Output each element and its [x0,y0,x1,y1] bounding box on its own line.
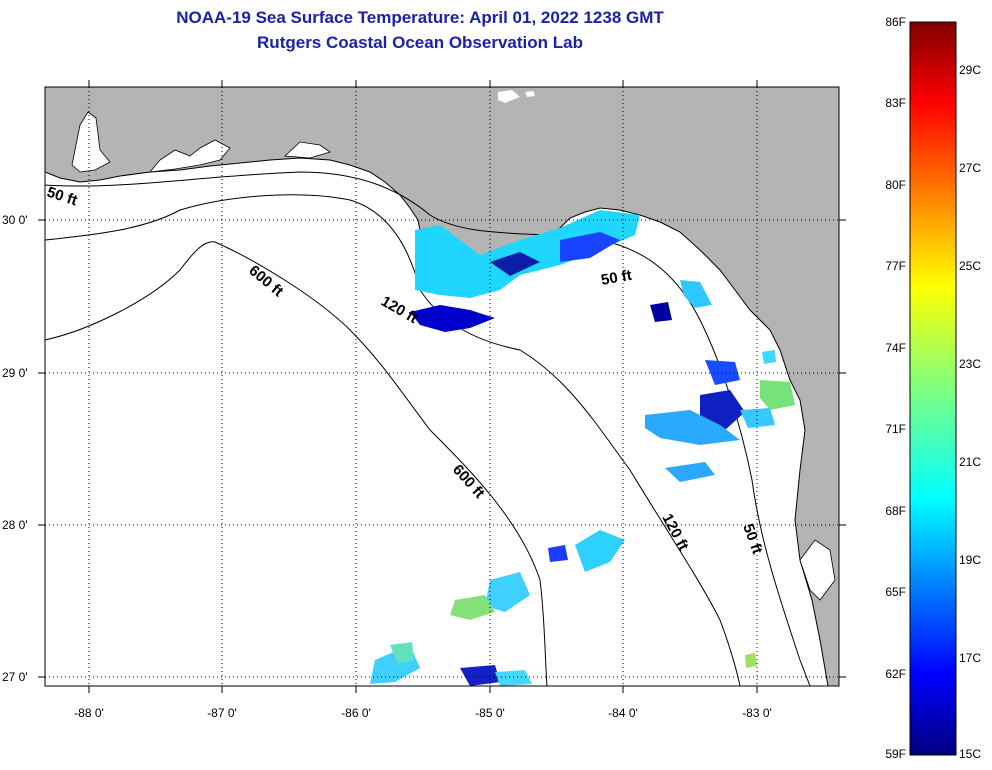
colorbar [909,21,957,756]
sst-patch [762,350,776,364]
sst-patch [495,670,532,686]
sst-patch [560,232,620,262]
bay [284,141,331,159]
sst-patch [460,665,500,686]
colorbar-c-label: 25C [959,259,981,273]
colorbar-c-label: 21C [959,455,981,469]
bay [149,139,231,173]
colorbar-f-label: 65F [885,585,906,599]
lat-tick-label: 29 0' [2,366,28,380]
map-title: NOAA-19 Sea Surface Temperature: April 0… [176,8,664,27]
lat-tick-label: 28 0' [2,518,28,532]
lake [498,90,520,103]
isobath-600ft [45,241,548,686]
colorbar-c-label: 17C [959,651,981,665]
lon-tick-label: -87 0' [207,706,237,720]
sst-patch [705,360,740,385]
colorbar-f-label: 59F [885,747,906,761]
sst-data [370,210,795,686]
map-subtitle: Rutgers Coastal Ocean Observation Lab [257,33,583,52]
colorbar-f-label: 68F [885,504,906,518]
sst-patch [680,280,712,308]
lon-tick-label: -85 0' [475,706,505,720]
sst-patch [740,408,775,428]
map-frame [44,86,840,687]
colorbar-f-label: 86F [885,15,906,29]
colorbar-c-label: 15C [959,747,981,761]
lon-tick-label: -86 0' [341,706,371,720]
sst-patch [650,302,672,322]
sst-patch [575,530,625,572]
lat-tick-label: 30 0' [2,213,28,227]
colorbar-c-label: 27C [959,161,981,175]
sst-patch [745,653,757,668]
sst-patch [665,462,715,482]
sst-patch [700,390,745,430]
lat-labels: 30 0' 29 0' 28 0' 27 0' [2,213,28,684]
colorbar-c-label: 19C [959,553,981,567]
sst-patch [450,595,495,620]
sst-patch [760,380,795,410]
sst-patch [390,642,414,664]
sst-patch [645,410,740,445]
lon-labels: -88 0' -87 0' -86 0' -85 0' -84 0' -83 0… [74,706,772,720]
lon-tick-label: -83 0' [742,706,772,720]
lat-tick-label: 27 0' [2,670,28,684]
colorbar-f-label: 77F [885,259,906,273]
lon-tick-label: -84 0' [608,706,638,720]
colorbar-f-labels: 86F 83F 80F 77F 74F 71F 68F 65F 62F 59F [885,15,906,761]
bay [799,539,836,601]
sst-patch [485,572,530,612]
lake [525,91,535,97]
sst-patch [410,305,495,332]
colorbar-f-label: 71F [885,422,906,436]
sst-patch [415,210,640,298]
colorbar-c-label: 23C [959,357,981,371]
isobath-label-50ft-east: 50 ft [600,267,633,289]
colorbar-c-label: 29C [959,63,981,77]
sst-patch [490,252,540,276]
bay [71,111,111,173]
colorbar-f-label: 80F [885,178,906,192]
tick-marks [38,80,846,693]
colorbar-f-label: 62F [885,667,906,681]
colorbar-f-label: 83F [885,96,906,110]
colorbar-f-label: 74F [885,341,906,355]
sst-patch [548,545,568,562]
colorbar-c-labels: 29C 27C 25C 23C 21C 19C 17C 15C [959,63,981,761]
graticule [45,87,839,686]
lon-tick-label: -88 0' [74,706,104,720]
